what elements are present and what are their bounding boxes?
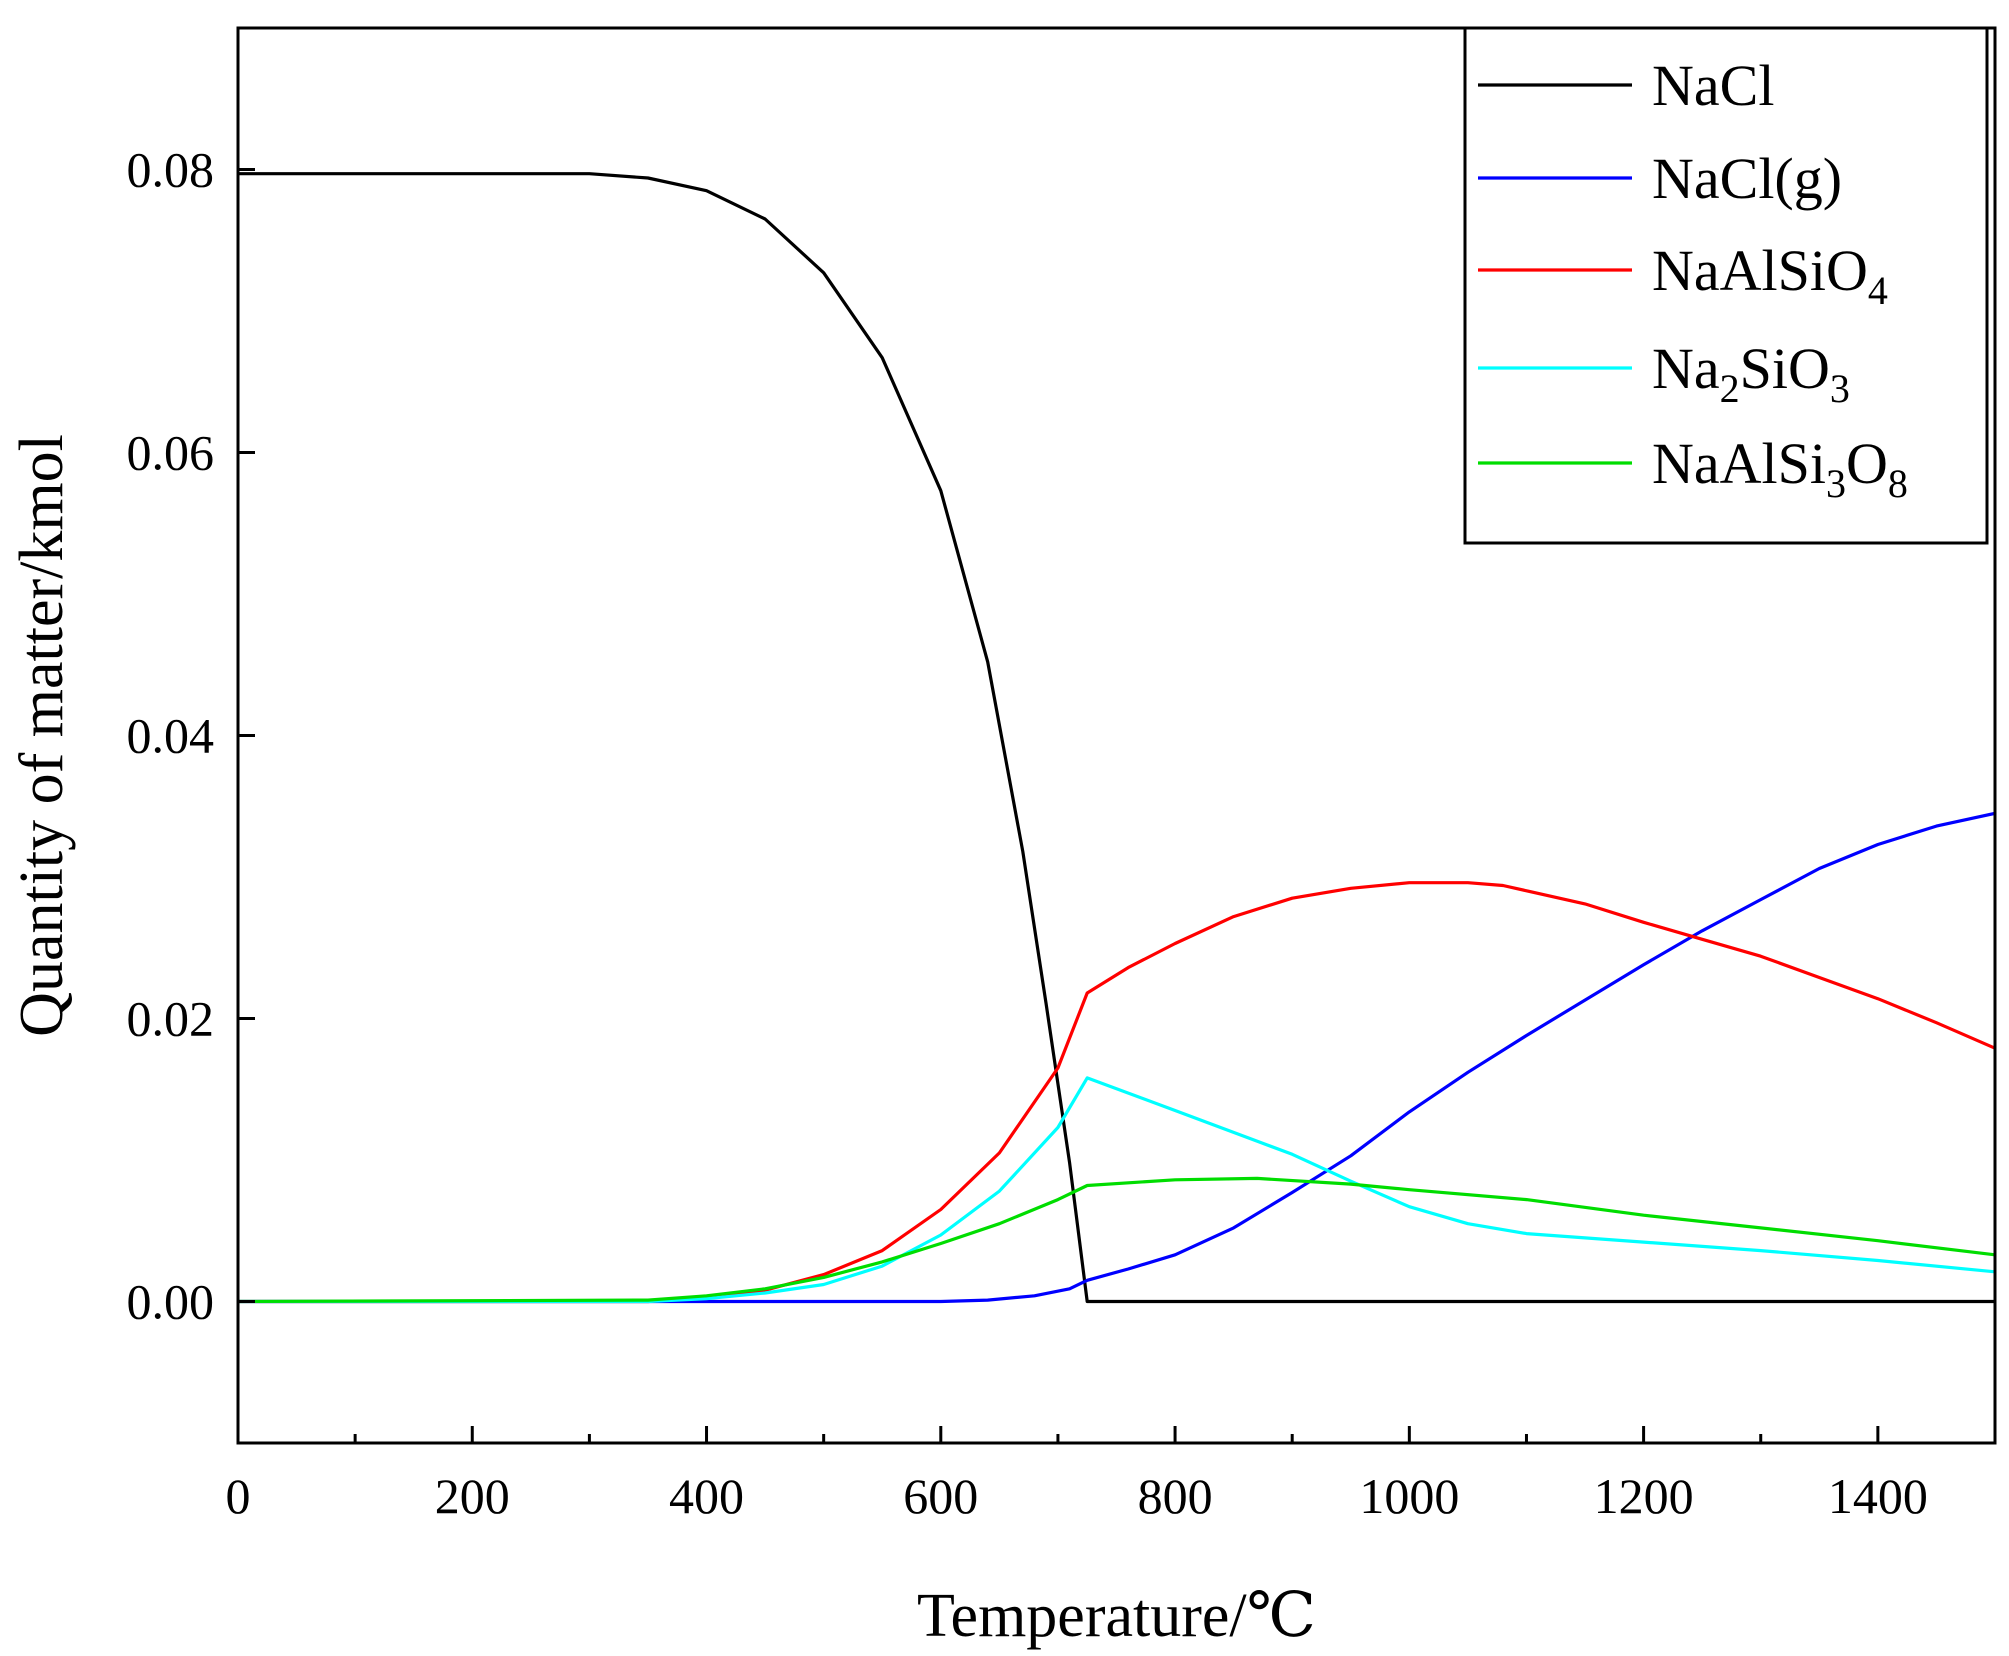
- legend: NaCl NaCl(g) NaAlSiO4 Na2SiO3 NaAlSi3O8: [1463, 26, 1989, 545]
- y-axis-title: Quantity of matter/kmol: [8, 434, 76, 1037]
- x-tick-label: 1400: [1828, 1468, 1928, 1524]
- y-tick-label: 0.00: [127, 1274, 215, 1330]
- plot-series-group: [238, 172, 1995, 1304]
- x-axis-title: Temperature/℃: [917, 1582, 1316, 1650]
- y-tick-label: 0.08: [127, 142, 215, 198]
- series-line-3: [238, 881, 1995, 1304]
- series-line-5: [238, 1176, 1995, 1304]
- legend-label-1: NaCl: [1652, 53, 1774, 118]
- y-tick-label: 0.06: [127, 425, 215, 481]
- legend-label-3: NaAlSiO4: [1652, 238, 1888, 313]
- x-tick-label: 200: [435, 1468, 510, 1524]
- x-tick-label: 0: [226, 1468, 251, 1524]
- series-line-2: [238, 811, 1995, 1304]
- x-tick-label: 1000: [1359, 1468, 1459, 1524]
- series-line-4: [238, 1076, 1995, 1304]
- x-tick-label: 600: [903, 1468, 978, 1524]
- x-axis: 0 200 400 600 800 1000 1200 1400: [226, 1426, 1997, 1524]
- x-tick-label: 400: [669, 1468, 744, 1524]
- y-axis: 0.00 0.02 0.04 0.06 0.08: [127, 142, 255, 1330]
- x-tick-label: 1200: [1594, 1468, 1694, 1524]
- y-tick-label: 0.04: [127, 708, 215, 764]
- legend-label-5: NaAlSi3O8: [1652, 431, 1908, 506]
- x-tick-label: 800: [1138, 1468, 1213, 1524]
- legend-label-4: Na2SiO3: [1652, 336, 1850, 411]
- legend-box: [1463, 26, 1989, 545]
- y-tick-label: 0.02: [127, 991, 215, 1047]
- legend-label-2: NaCl(g): [1652, 146, 1842, 211]
- series-line-1: [238, 172, 1995, 1304]
